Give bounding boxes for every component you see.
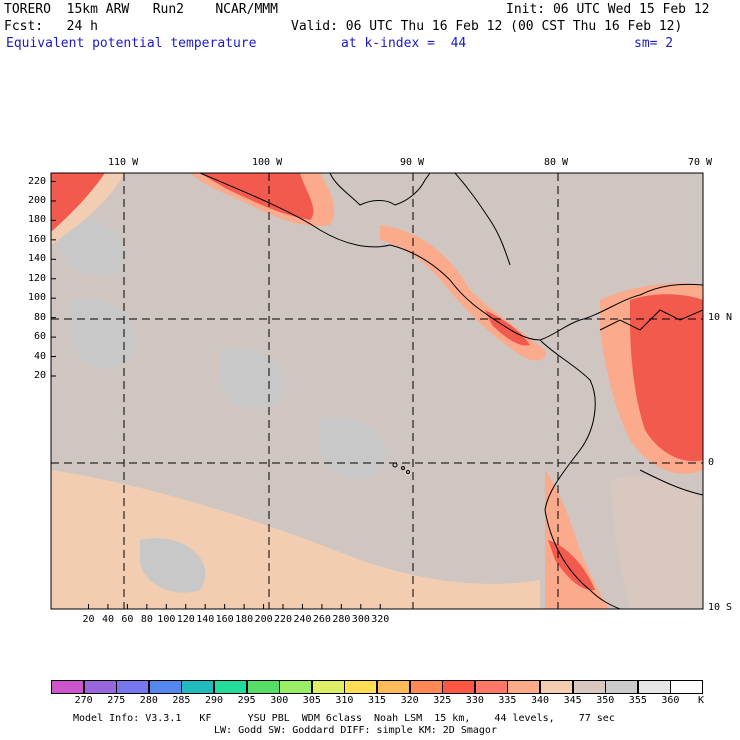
y-tick-label: 60 [34,331,47,343]
y-tick-label: 220 [28,175,47,187]
colorbar-swatch [116,680,150,694]
x-tick-label: 240 [293,614,312,625]
colorbar-swatch [214,680,248,694]
y-tick-label: 120 [28,272,47,284]
x-tick-label: 320 [371,614,390,625]
colorbar-label: 335 [498,695,517,706]
colorbar-label: 320 [400,695,419,706]
lon-label-100w: 100 W [252,157,283,168]
coastlines [199,173,703,609]
lon-label-110w: 110 W [108,157,139,168]
colorbar-swatch [540,680,574,694]
colorbar-label: 315 [368,695,387,706]
colorbar-swatch [311,680,345,694]
x-tick-label: 100 [157,614,176,625]
valid-time: Valid: 06 UTC Thu 16 Feb 12 (00 CST Thu … [291,19,683,34]
colorbar-label: 310 [335,695,354,706]
y-tick-label: 100 [28,292,47,304]
x-tick-label: 20 [82,614,95,625]
x-tick-label: 220 [274,614,293,625]
x-tick-label: 180 [235,614,254,625]
map-frame [50,172,704,610]
y-tick-label: 200 [28,194,47,206]
graticule [51,173,703,609]
colorbar-swatch [442,680,476,694]
forecast-hour: Fcst: 24 h [4,19,98,34]
colorbar-label: 270 [74,695,93,706]
field-name: Equivalent potential temperature [6,36,257,51]
x-tick-label: 60 [121,614,134,625]
lat-label-10n: 10 N [708,312,733,323]
colorbar-label: 345 [563,695,582,706]
x-tick-label: 200 [254,614,273,625]
lon-label-90w: 90 W [400,157,425,168]
y-tick-label: 180 [28,214,47,226]
colorbar-label: 285 [172,695,191,706]
colorbar-label: 360 [661,695,680,706]
colorbar-swatch [377,680,411,694]
init-time: Init: 06 UTC Wed 15 Feb 12 [506,2,710,17]
colorbar-swatch [279,680,313,694]
colorbar-swatch [507,680,541,694]
colorbar-label: 350 [596,695,615,706]
colorbar-swatch [409,680,443,694]
model-title: TORERO 15km ARW Run2 NCAR/MMM [4,2,278,17]
colorbar-label: 330 [465,695,484,706]
colorbar-swatch [605,680,639,694]
colorbar-label: 340 [531,695,550,706]
colorbar-swatch [670,680,704,694]
tick-marks [51,181,381,609]
x-tick-label: 40 [101,614,114,625]
colorbar-swatch [51,680,85,694]
colorbar-label: 355 [628,695,647,706]
lon-label-70w: 70 W [688,157,713,168]
y-tick-label: 140 [28,253,47,265]
map-field [51,173,703,609]
colorbar-swatch [246,680,280,694]
lat-label-0: 0 [708,457,715,468]
lon-label-80w: 80 W [544,157,569,168]
lat-label-10s: 10 S [708,602,733,613]
colorbar-label: 300 [270,695,289,706]
x-tick-label: 80 [140,614,153,625]
y-tick-label: 40 [34,350,47,362]
y-tick-label: 20 [34,370,47,381]
colorbar-label: 325 [433,695,452,706]
x-tick-label: 280 [332,614,351,625]
colorbar-label: 290 [205,695,224,706]
smoothing: sm= 2 [634,36,674,51]
colorbar-label: 280 [139,695,158,706]
colorbar-swatch [148,680,182,694]
x-tick-label: 160 [215,614,234,625]
model-info: Model Info: V3.3.1 KF YSU PBL WDM 6class… [73,713,615,724]
colorbar-swatch [83,680,117,694]
colorbar-swatch [474,680,508,694]
x-tick-label: 140 [196,614,215,625]
x-tick-label: 260 [312,614,331,625]
colorbar-swatch [572,680,606,694]
y-tick-label: 80 [34,311,47,323]
x-tick-label: 120 [176,614,195,625]
x-tick-label: 300 [351,614,370,625]
colorbar-label: 295 [237,695,256,706]
colorbar-unit: K [698,695,705,706]
colorbar-swatch [344,680,378,694]
colorbar-swatch [637,680,671,694]
colorbar-swatch [181,680,215,694]
y-tick-label: 160 [28,233,47,245]
colorbar-label: 275 [107,695,126,706]
level-index: at k-index = 44 [341,36,467,51]
physics-info: LW: Godd SW: Goddard DIFF: simple KM: 2D… [214,725,497,736]
colorbar-label: 305 [302,695,321,706]
